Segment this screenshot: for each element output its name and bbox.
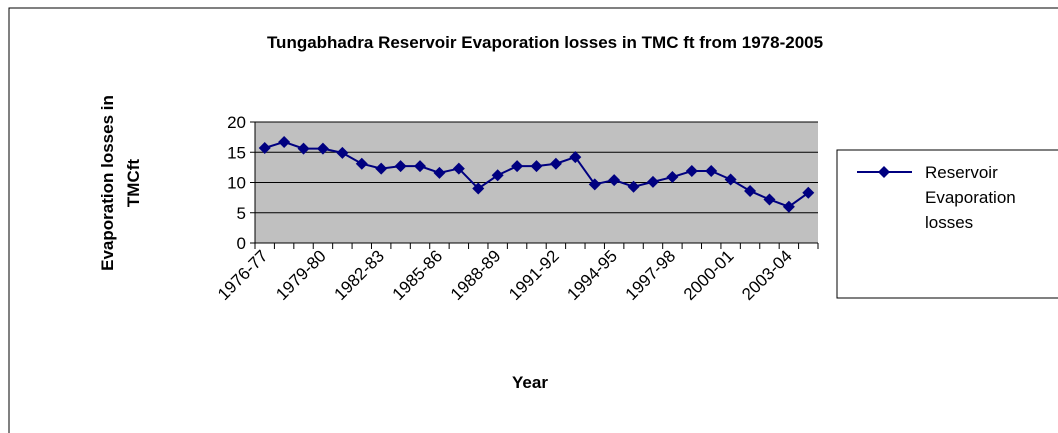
y-axis-label: Evaporation losses in TMCft <box>98 95 143 271</box>
point-marker <box>414 160 427 173</box>
point-marker <box>549 157 562 170</box>
point-marker <box>278 135 291 148</box>
point-marker <box>297 142 310 155</box>
point-marker <box>685 165 698 178</box>
point-marker <box>588 178 601 191</box>
legend-box <box>836 149 1058 299</box>
y-tick-label: 20 <box>227 113 246 132</box>
point-marker <box>452 162 465 175</box>
y-tick-label: 15 <box>227 143 246 162</box>
point-marker <box>336 146 349 159</box>
point-marker <box>530 160 543 173</box>
point-marker <box>646 175 659 188</box>
point-marker <box>724 173 737 186</box>
chart-title: Tungabhadra Reservoir Evaporation losses… <box>267 33 823 52</box>
x-axis-label: Year <box>512 373 548 392</box>
point-marker <box>511 160 524 173</box>
point-marker <box>666 171 679 184</box>
y-tick-label: 0 <box>237 234 246 253</box>
point-marker <box>394 160 407 173</box>
point-marker <box>744 184 757 197</box>
point-marker <box>782 200 795 213</box>
point-marker <box>316 142 329 155</box>
point-marker <box>355 157 368 170</box>
point-marker <box>569 151 582 164</box>
point-marker <box>258 142 271 155</box>
point-marker <box>433 166 446 179</box>
legend-label: Reservoir Evaporation losses <box>925 163 1016 232</box>
y-tick-label: 10 <box>227 174 246 193</box>
point-marker <box>705 165 718 178</box>
point-marker <box>491 169 504 182</box>
point-marker <box>763 193 776 206</box>
point-marker <box>608 174 621 187</box>
legend-marker <box>878 166 890 178</box>
point-marker <box>472 182 485 195</box>
point-marker <box>627 180 640 193</box>
y-tick-label: 5 <box>237 204 246 223</box>
point-marker <box>375 162 388 175</box>
point-marker <box>802 186 815 199</box>
